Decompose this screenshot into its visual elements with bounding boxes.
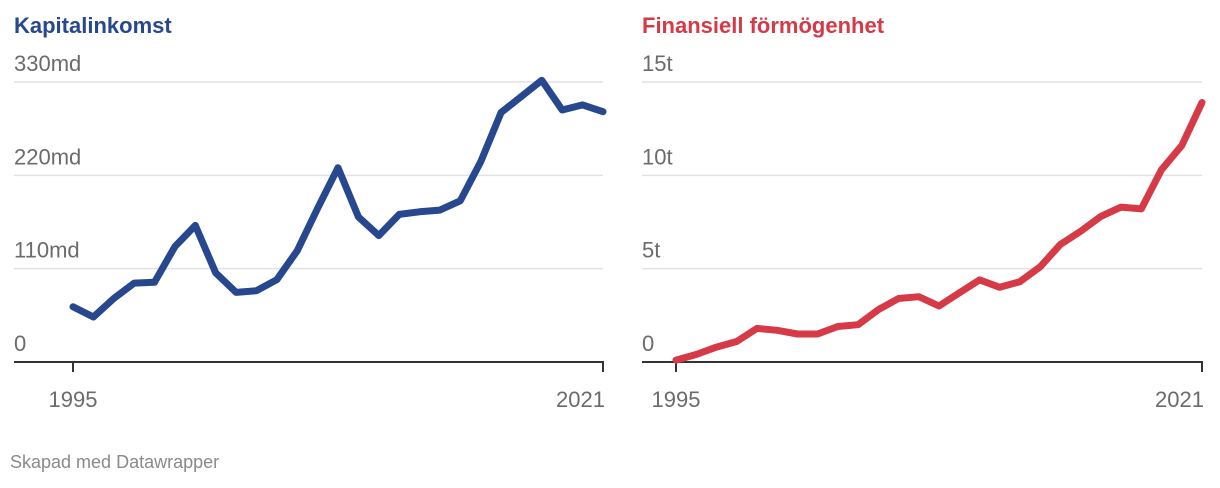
data-point (814, 331, 821, 338)
data-point (171, 243, 178, 250)
data-point (151, 279, 158, 286)
data-point (600, 108, 607, 115)
data-point (794, 331, 801, 338)
y-tick-label: 0 (14, 331, 26, 356)
data-point (855, 321, 862, 328)
data-point (1016, 278, 1023, 285)
data-point (1158, 166, 1165, 173)
data-point (314, 205, 321, 212)
data-point (895, 295, 902, 302)
data-point (192, 222, 199, 229)
chart-finansiell-formogenhet: Finansiell förmögenhet 0 5t 10t 15t 1995 2021 (642, 13, 1206, 412)
data-point (1178, 142, 1185, 149)
y-tick-label: 330md (14, 51, 81, 76)
data-point (1118, 204, 1125, 211)
data-point (834, 323, 841, 330)
data-point (875, 306, 882, 313)
x-tick-label: 1995 (652, 387, 701, 412)
data-point (559, 107, 566, 114)
y-tick-label: 10t (642, 144, 673, 169)
data-point (396, 211, 403, 218)
data-point (713, 344, 720, 351)
data-point (416, 208, 423, 215)
data-point (1097, 213, 1104, 220)
data-point (457, 197, 464, 204)
chart-kapitalinkomst: Kapitalinkomst 0 110md 220md 330md 1995 2021 (14, 13, 607, 412)
data-point (693, 351, 700, 358)
y-tick-label: 15t (642, 51, 673, 76)
data-point (996, 284, 1003, 291)
data-point (976, 276, 983, 283)
data-point (1138, 205, 1145, 212)
data-point (956, 289, 963, 296)
data-point (355, 213, 362, 220)
data-point (1077, 228, 1084, 235)
data-point (915, 293, 922, 300)
y-tick-label: 110md (14, 238, 80, 263)
x-tick-label: 2021 (556, 387, 605, 412)
data-point (110, 295, 117, 302)
chart-title: Finansiell förmögenhet (642, 13, 885, 38)
data-point (477, 158, 484, 165)
data-point (733, 338, 740, 345)
data-point (1037, 263, 1044, 270)
data-point (518, 93, 525, 100)
x-tick-label: 1995 (49, 387, 98, 412)
data-point (436, 207, 443, 214)
data-point (1057, 241, 1064, 248)
data-point (774, 327, 781, 334)
data-point (253, 287, 260, 294)
data-point (375, 232, 382, 239)
data-point (579, 101, 586, 108)
data-point (753, 325, 760, 332)
credit-text: Skapad med Datawrapper (10, 452, 220, 472)
chart-title: Kapitalinkomst (14, 13, 172, 38)
data-point (1199, 99, 1206, 106)
data-point (335, 164, 342, 171)
data-point (233, 289, 240, 296)
series-line (69, 76, 607, 321)
data-point (498, 109, 505, 116)
data-point (294, 247, 301, 254)
data-point (90, 314, 97, 321)
series-line (672, 99, 1206, 364)
x-tick-label: 2021 (1155, 387, 1204, 412)
y-tick-label: 5t (642, 238, 660, 263)
data-point (70, 303, 77, 310)
y-tick-label: 220md (14, 144, 81, 169)
data-point (673, 357, 680, 364)
data-point (212, 269, 219, 276)
data-point (273, 276, 280, 283)
y-tick-label: 0 (642, 331, 654, 356)
data-point (936, 303, 943, 310)
data-point (538, 77, 545, 84)
data-point (131, 280, 138, 287)
